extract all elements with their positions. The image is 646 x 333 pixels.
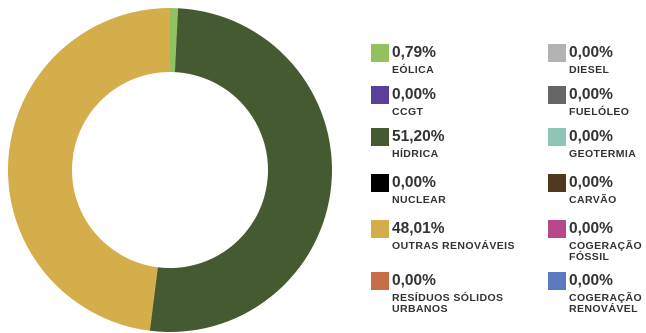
legend-percent: 0,00% bbox=[392, 174, 436, 191]
legend-swatch bbox=[548, 128, 566, 146]
legend-label: OUTRAS RENOVÁVEIS bbox=[392, 240, 515, 252]
legend-percent: 51,20% bbox=[392, 128, 445, 145]
legend-percent: 0,00% bbox=[569, 44, 613, 61]
legend-swatch bbox=[548, 272, 566, 290]
legend-label: RESÍDUOS SÓLIDOS URBANOS bbox=[392, 292, 504, 315]
slice-outras-renováveis bbox=[7, 8, 170, 331]
legend-percent: 48,01% bbox=[392, 220, 445, 237]
legend-label: GEOTERMIA bbox=[569, 148, 637, 160]
legend-swatch bbox=[548, 86, 566, 104]
legend-swatch bbox=[371, 174, 389, 192]
legend-percent: 0,79% bbox=[392, 44, 436, 61]
donut-chart bbox=[7, 8, 332, 332]
legend-swatch bbox=[371, 220, 389, 238]
legend-swatch bbox=[371, 86, 389, 104]
legend-label: HÍDRICA bbox=[392, 148, 439, 160]
legend-swatch bbox=[548, 44, 566, 62]
legend-percent: 0,00% bbox=[569, 220, 613, 237]
legend-percent: 0,00% bbox=[392, 272, 436, 289]
legend-label: COGERAÇÃO FÓSSIL bbox=[569, 240, 643, 263]
legend-swatch bbox=[371, 272, 389, 290]
legend-swatch bbox=[371, 128, 389, 146]
legend-label: CCGT bbox=[392, 106, 424, 118]
legend-percent: 0,00% bbox=[569, 128, 613, 145]
legend-percent: 0,00% bbox=[569, 272, 613, 289]
legend-label: CARVÃO bbox=[569, 194, 617, 206]
legend-percent: 0,00% bbox=[569, 174, 613, 191]
legend-label: FUELÓLEO bbox=[569, 106, 630, 118]
legend-swatch bbox=[548, 174, 566, 192]
legend-label: EÓLICA bbox=[392, 64, 435, 76]
legend-percent: 0,00% bbox=[569, 86, 613, 103]
legend-label: COGERAÇÃO RENOVÁVEL bbox=[569, 292, 643, 315]
legend-swatch bbox=[371, 44, 389, 62]
legend-swatch bbox=[548, 220, 566, 238]
legend-percent: 0,00% bbox=[392, 86, 436, 103]
donut-slices bbox=[7, 8, 332, 332]
slice-eólica bbox=[170, 8, 179, 73]
slice-hídrica bbox=[149, 8, 332, 332]
legend-label: DIESEL bbox=[569, 64, 610, 76]
legend-label: NUCLEAR bbox=[392, 194, 447, 206]
